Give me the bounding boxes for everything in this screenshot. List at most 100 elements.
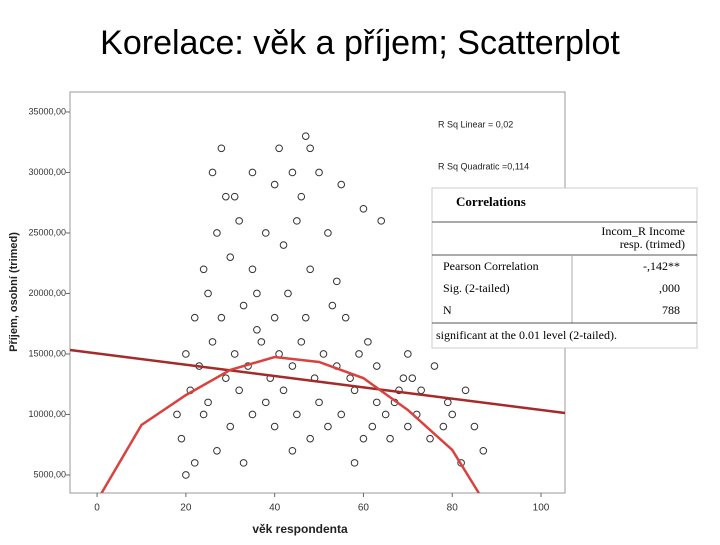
point [359, 204, 368, 213]
point [182, 350, 190, 358]
y-tick-label: 10000,00 [28, 409, 66, 419]
point [208, 338, 217, 346]
point [248, 168, 257, 177]
point [368, 422, 377, 431]
cell: ,000 [659, 281, 680, 295]
point [235, 386, 243, 395]
point [230, 192, 239, 201]
point [199, 265, 208, 274]
y-tick-label: 25000,00 [28, 227, 66, 237]
point [404, 350, 412, 358]
point [261, 229, 270, 237]
plot: 5000,00 10000,00 15000,00 20000,00 25000,00 3… [28, 106, 565, 514]
cell: -,142** [643, 259, 680, 273]
point [217, 144, 226, 153]
point [297, 192, 306, 201]
point [222, 192, 230, 201]
point [359, 434, 368, 443]
point [288, 446, 297, 455]
table-footnote: significant at the 0.01 level (2-tailed)… [436, 328, 617, 342]
point [230, 350, 239, 358]
point [261, 398, 270, 407]
x-tick-label: 80 [447, 503, 459, 514]
point [350, 459, 359, 467]
point [213, 229, 221, 237]
point [253, 289, 261, 298]
y-tick-label: 30000,00 [28, 167, 66, 177]
point [222, 374, 230, 382]
point [461, 386, 470, 395]
point [430, 362, 439, 370]
point [324, 229, 332, 237]
point [293, 217, 301, 225]
point [319, 350, 328, 358]
x-tick-label: 40 [269, 503, 281, 514]
table-title: Correlations [456, 194, 526, 209]
point [448, 410, 457, 419]
y-axis-label: Příjem, osobní (trimed) [8, 232, 20, 352]
point [270, 180, 279, 189]
point [217, 313, 226, 322]
point [306, 434, 314, 443]
point [257, 338, 266, 346]
point [408, 374, 417, 382]
point [301, 132, 310, 140]
point [208, 168, 217, 177]
point [333, 277, 341, 286]
point [372, 362, 381, 370]
point [288, 362, 297, 370]
point [328, 301, 337, 310]
point [337, 410, 346, 419]
column-header: resp. (trimed) [620, 237, 685, 251]
point [337, 180, 346, 189]
point [470, 422, 479, 431]
point [386, 434, 394, 443]
point [372, 398, 381, 407]
point [239, 301, 248, 310]
point [426, 434, 434, 443]
cell: 788 [662, 303, 680, 317]
row-label: Pearson Correlation [443, 259, 539, 273]
point [364, 338, 372, 346]
point [226, 253, 235, 261]
row-label: N [443, 303, 452, 317]
point [248, 410, 257, 419]
point [235, 217, 243, 225]
point [399, 374, 408, 382]
point [253, 325, 261, 334]
annotation: R Sq Linear = 0,02 [438, 119, 513, 129]
point [279, 386, 288, 395]
x-tick-label: 0 [94, 503, 100, 514]
point [306, 265, 314, 274]
y-tick-label: 20000,00 [28, 288, 66, 298]
point [315, 168, 323, 177]
point [439, 422, 448, 431]
point [213, 446, 221, 455]
point [301, 313, 310, 322]
point [270, 313, 279, 322]
point [279, 241, 288, 249]
point [199, 410, 208, 419]
point [226, 422, 235, 431]
fit-line [70, 348, 565, 415]
point [284, 289, 292, 298]
slide-title: Korelace: věk a příjem; Scatterplot [100, 24, 620, 62]
y-tick-label: 5000,00 [33, 469, 66, 479]
fit-line [100, 355, 480, 493]
x-tick-label: 60 [358, 503, 370, 514]
point [239, 459, 248, 467]
point [355, 350, 363, 358]
point [248, 265, 257, 274]
point [190, 459, 199, 467]
table-box [431, 187, 698, 349]
column-header: Incom_R Income [601, 224, 685, 238]
point [306, 144, 314, 153]
point [324, 422, 332, 431]
row-label: Sig. (2-tailed) [443, 281, 510, 295]
point [346, 374, 354, 382]
point [270, 422, 279, 431]
point [293, 410, 301, 419]
y-tick-label: 15000,00 [28, 348, 66, 358]
